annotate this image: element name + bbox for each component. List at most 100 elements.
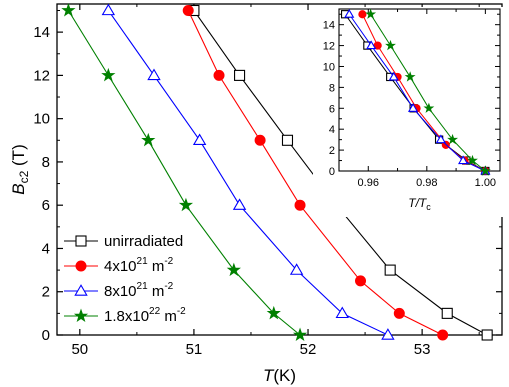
- legend-label-unit: m: [148, 283, 165, 300]
- legend-marker: [75, 260, 87, 272]
- inset-data-point: [365, 8, 377, 19]
- inset-data-point: [385, 39, 396, 51]
- data-point: [481, 329, 493, 341]
- data-point: [182, 4, 194, 16]
- data-point: [266, 305, 281, 320]
- data-point: [381, 328, 395, 340]
- data-point: [178, 197, 194, 212]
- data-point: [335, 306, 349, 319]
- legend-marker: [73, 308, 89, 323]
- legend-label-text: 1.8x10: [104, 308, 149, 325]
- data-point: [101, 3, 116, 16]
- legend-label-exponent: 22: [149, 306, 161, 317]
- data-point: [141, 132, 156, 147]
- y-tick-label: 12: [33, 67, 50, 84]
- data-point: [281, 134, 294, 146]
- data-point: [232, 198, 247, 210]
- inset-data-point: [344, 8, 355, 18]
- y-tick-label: 2: [42, 284, 50, 301]
- inset-data-point: [479, 165, 491, 176]
- legend-label-text: 8x10: [104, 283, 137, 300]
- inset-y-tick-label: 2: [329, 145, 335, 157]
- inset-x-axis-title: T/Tc: [408, 196, 431, 212]
- inset-background: [313, 7, 504, 217]
- inset-series-3: [365, 8, 491, 176]
- x-tick-label: 51: [186, 341, 203, 358]
- data-point: [393, 307, 405, 319]
- inset-y-tick-label: 6: [329, 103, 335, 115]
- data-point: [147, 68, 161, 81]
- inset-frame: [338, 8, 501, 172]
- data-point: [294, 199, 306, 211]
- inset-plot: 0.96 0.98 1.00 0 2 4 6 8 10 12 14 T/Tc: [313, 7, 504, 217]
- data-point: [441, 307, 453, 319]
- inset-x-tick-label: 0.96: [358, 177, 379, 189]
- inset-data-point: [366, 40, 377, 50]
- inset-data-point: [447, 133, 459, 145]
- data-point: [254, 134, 266, 146]
- inset-data-point: [404, 71, 416, 82]
- inset-data-point: [407, 103, 419, 112]
- data-point: [437, 329, 449, 341]
- inset-x-tick-label: 0.98: [416, 177, 437, 189]
- series-1: [182, 4, 449, 341]
- y-axis-title-subscript: c2: [17, 170, 31, 183]
- data-point: [292, 327, 308, 342]
- y-tick-label: 10: [33, 111, 50, 128]
- inset-data-point: [423, 102, 435, 113]
- x-axis-title: T(K): [263, 366, 296, 385]
- inset-y-tick-label: 10: [323, 61, 335, 73]
- data-point: [192, 133, 207, 145]
- legend-label-text: unirradiated: [104, 233, 183, 250]
- data-point: [289, 263, 304, 275]
- legend-label: unirradiated: [104, 233, 183, 250]
- y-axis-title-unit: (T): [9, 144, 28, 170]
- inset-data-point: [388, 71, 399, 81]
- legend-marker: [75, 235, 87, 247]
- x-tick-label: 53: [414, 341, 431, 358]
- inset-x-axis-title-symbol: T/T: [408, 196, 428, 210]
- legend-label-unit-exponent: -2: [164, 281, 173, 292]
- data-point: [234, 69, 246, 81]
- data-point: [61, 3, 76, 17]
- legend-label-unit: m: [160, 308, 177, 325]
- y-tick-label: 4: [42, 240, 50, 257]
- data-point: [226, 262, 241, 277]
- legend-label-unit-exponent: -2: [164, 256, 173, 267]
- legend-label: 4x1021 m-2: [104, 256, 174, 275]
- x-axis-title-unit: (K): [273, 366, 296, 385]
- data-point: [355, 275, 367, 287]
- y-tick-label: 0: [42, 327, 50, 344]
- inset-y-tick-label: 12: [323, 41, 335, 53]
- y-tick-label: 8: [42, 154, 50, 171]
- inset-x-axis-title-subscript: c: [426, 202, 431, 212]
- x-tick-label: 52: [300, 341, 317, 358]
- inset-y-tick-label: 0: [329, 166, 335, 178]
- y-tick-label: 6: [42, 197, 50, 214]
- x-tick-label: 50: [71, 341, 88, 358]
- legend-item: 1.8x1022 m-2: [64, 306, 186, 325]
- legend-label-exponent: 21: [137, 256, 149, 267]
- y-axis-title-symbol: B: [9, 183, 28, 194]
- legend-label-unit: m: [148, 258, 165, 275]
- inset-y-tick-label: 4: [329, 124, 335, 136]
- legend-label-exponent: 21: [137, 281, 149, 292]
- x-axis-title-symbol: T: [263, 366, 275, 385]
- series-2: [101, 3, 395, 340]
- legend-item: unirradiated: [64, 233, 183, 250]
- inset-data-point: [467, 154, 478, 166]
- legend-item: 4x1021 m-2: [64, 256, 174, 275]
- inset-data-point: [358, 10, 367, 19]
- inset-y-tick-label: 14: [323, 20, 335, 32]
- data-point: [384, 264, 396, 276]
- inset-x-tick-label: 1.00: [475, 177, 496, 189]
- legend-label: 1.8x1022 m-2: [104, 306, 186, 325]
- data-point: [101, 67, 116, 82]
- inset-series-2: [344, 8, 491, 175]
- legend-label-unit-exponent: -2: [177, 306, 186, 317]
- inset-y-tick-label: 8: [329, 82, 335, 94]
- y-axis-title: Bc2 (T): [9, 144, 31, 194]
